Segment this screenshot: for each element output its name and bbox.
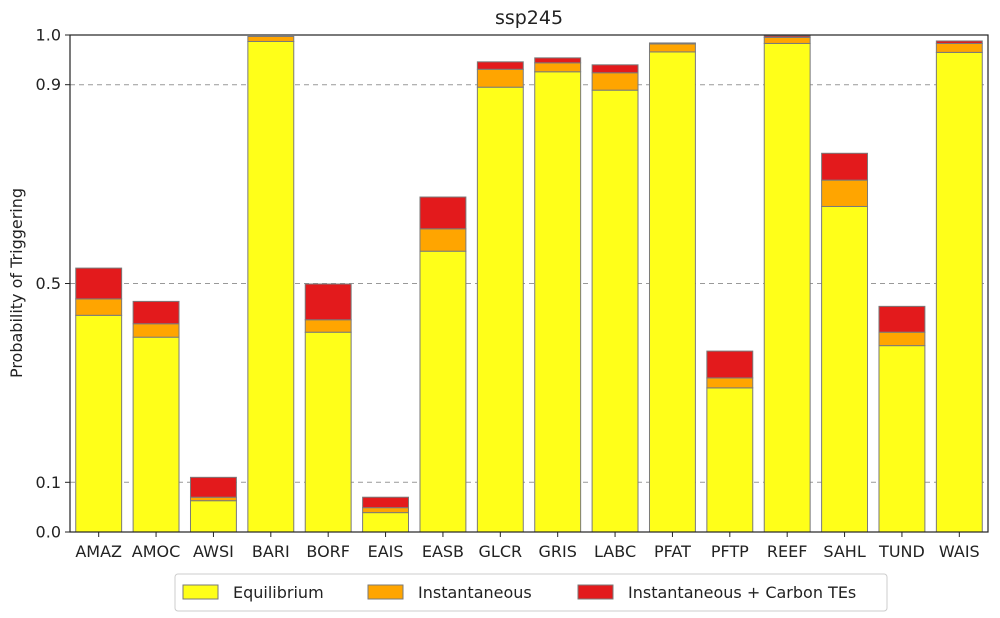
bar-pfat-instantaneous	[648, 43, 696, 53]
legend-label: Instantaneous + Carbon TEs	[628, 583, 856, 602]
bar-easb-equilibrium	[419, 250, 467, 533]
bar-sahl-instantaneous	[821, 179, 869, 207]
bar-labc-instantaneous	[591, 72, 639, 91]
x-tick-label: PFTP	[711, 542, 749, 561]
bar-reef-equilibrium	[763, 42, 811, 533]
y-tick-label: 1.0	[36, 26, 61, 45]
bar-bari-equilibrium	[247, 40, 295, 533]
x-tick-label: BARI	[252, 542, 290, 561]
bar-awsi-equilibrium	[189, 500, 237, 533]
bar-pftp-equilibrium	[706, 387, 754, 533]
bar-eais-instantaneous	[362, 507, 410, 514]
bar-sahl-equilibrium	[821, 205, 869, 533]
bar-glcr-instantaneous-carbon-tes	[476, 61, 524, 70]
y-tick-label: 0.9	[36, 75, 61, 94]
bar-amaz-instantaneous-carbon-tes	[75, 267, 123, 300]
x-tick-label: EAIS	[368, 542, 404, 561]
y-tick-label: 0.0	[36, 523, 61, 542]
x-tick-label: BORF	[306, 542, 350, 561]
bar-borf-instantaneous-carbon-tes	[304, 283, 352, 321]
bar-easb-instantaneous-carbon-tes	[419, 196, 467, 230]
chart-title: ssp245	[495, 7, 563, 29]
bar-wais-equilibrium	[935, 51, 983, 533]
x-tick-label: EASB	[422, 542, 464, 561]
bar-labc-instantaneous-carbon-tes	[591, 64, 639, 74]
bar-reef-instantaneous	[763, 36, 811, 44]
bar-amaz-equilibrium	[75, 314, 123, 533]
bar-borf-equilibrium	[304, 331, 352, 533]
bar-borf-instantaneous	[304, 319, 352, 333]
bar-eais-instantaneous-carbon-tes	[362, 496, 410, 509]
bar-pfat-instantaneous-carbon-tes	[648, 42, 696, 45]
legend-label: Equilibrium	[233, 583, 324, 602]
bar-tund-instantaneous	[878, 331, 926, 347]
bar-labc-equilibrium	[591, 89, 639, 533]
x-tick-label: REEF	[767, 542, 808, 561]
y-tick-label: 0.5	[36, 274, 61, 293]
bar-gris-equilibrium	[534, 71, 582, 533]
bar-tund-instantaneous-carbon-tes	[878, 305, 926, 333]
legend: Equilibrium Instantaneous Instantaneous + …	[174, 573, 888, 612]
bar-amoc-equilibrium	[132, 336, 180, 533]
x-tick-label: AMAZ	[75, 542, 122, 561]
bar-pfat-equilibrium	[648, 51, 696, 533]
legend-swatch	[182, 584, 219, 600]
bar-sahl-instantaneous-carbon-tes	[821, 152, 869, 181]
y-tick-label: 0.1	[36, 473, 61, 492]
bar-glcr-instantaneous	[476, 68, 524, 88]
legend-swatch	[577, 584, 614, 600]
bar-amaz-instantaneous	[75, 298, 123, 316]
bars	[75, 35, 983, 533]
legend-frame	[174, 573, 888, 612]
bar-easb-instantaneous	[419, 228, 467, 252]
x-tick-label: SAHL	[823, 542, 865, 561]
x-tick-label: LABC	[594, 542, 636, 561]
x-tick-label: PFAT	[654, 542, 691, 561]
legend-swatch	[367, 584, 404, 600]
bar-amoc-instantaneous	[132, 323, 180, 338]
bar-gris-instantaneous	[534, 62, 582, 73]
bar-amoc-instantaneous-carbon-tes	[132, 300, 180, 325]
x-tick-label: TUND	[878, 542, 925, 561]
bar-tund-equilibrium	[878, 345, 926, 533]
legend-label: Instantaneous	[418, 583, 532, 602]
bar-pftp-instantaneous-carbon-tes	[706, 350, 754, 379]
x-tick-label: AMOC	[132, 542, 181, 561]
y-axis: 0.0 0.1 0.5 0.9 1.0	[36, 26, 70, 542]
bar-wais-instantaneous-carbon-tes	[935, 40, 983, 44]
bar-reef-instantaneous-carbon-tes	[763, 35, 811, 38]
bar-pftp-instantaneous	[706, 377, 754, 389]
bar-bari-instantaneous	[247, 35, 295, 42]
bar-glcr-equilibrium	[476, 86, 524, 533]
bar-eais-equilibrium	[362, 512, 410, 533]
x-axis: AMAZ AMOC AWSI BARI BORF EAIS EASB GLCR GRIS LABC…	[75, 532, 980, 561]
bar-awsi-instantaneous-carbon-tes	[189, 476, 237, 498]
x-tick-label: WAIS	[939, 542, 980, 561]
bar-gris-instantaneous-carbon-tes	[534, 57, 582, 64]
bar-wais-instantaneous	[935, 42, 983, 53]
bar-awsi-instantaneous	[189, 496, 237, 502]
x-tick-label: GLCR	[479, 542, 523, 561]
x-tick-label: GRIS	[538, 542, 576, 561]
x-tick-label: AWSI	[193, 542, 234, 561]
y-axis-label: Probability of Triggering	[7, 188, 26, 378]
